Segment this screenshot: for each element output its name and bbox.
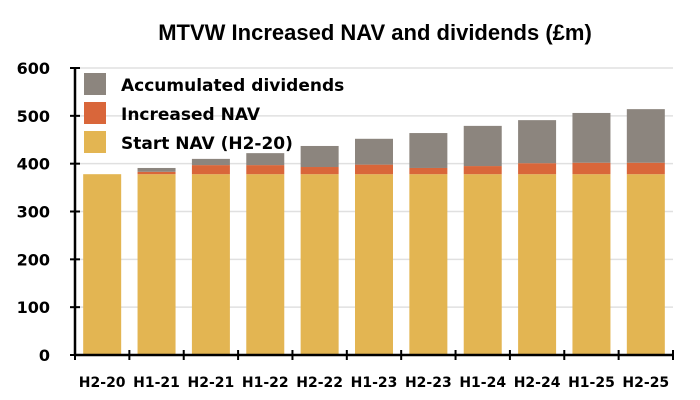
legend-swatch (84, 73, 106, 95)
legend-label: Start NAV (H2-20) (121, 134, 293, 154)
x-tick-label: H2-22 (296, 375, 343, 391)
x-axis-ticks: H2-20 H1-21 H2-21 H1-22 H2-22 H1-23 H2-23 H1-24… (74, 350, 674, 391)
bar-increased-nav-h2-23 (409, 167, 448, 175)
y-axis-ticks: 0 100 200 300 400 500 600 (17, 59, 80, 365)
y-tick-label: 200 (17, 250, 50, 269)
bar-increased-nav-h1-24 (463, 166, 502, 175)
x-tick-label: H1-25 (568, 375, 615, 391)
bar-increased-nav-h2-21 (191, 165, 230, 175)
chart-title: MTVW Increased NAV and dividends (£m) (158, 20, 592, 45)
bar-start-nav-h2-20-h2-21 (191, 174, 230, 355)
legend-swatch (84, 131, 106, 153)
y-tick-label: 400 (17, 155, 50, 174)
legend-swatch (84, 102, 106, 124)
x-tick-label: H1-24 (459, 375, 506, 391)
x-tick-label: H2-25 (622, 375, 669, 391)
bar-accumulated-dividends-h1-24 (463, 125, 502, 167)
bar-accumulated-dividends-h1-25 (572, 112, 611, 163)
legend: Accumulated dividends Increased NAV Start … (84, 73, 344, 154)
bar-accumulated-dividends-h1-22 (246, 153, 285, 166)
bar-increased-nav-h2-22 (300, 167, 339, 175)
bar-increased-nav-h2-24 (518, 163, 557, 175)
bar-start-nav-h2-20-h1-23 (355, 174, 393, 355)
legend-item: Accumulated dividends (84, 73, 344, 96)
legend-item: Start NAV (H2-20) (84, 131, 293, 154)
legend-item: Increased NAV (84, 102, 261, 125)
y-tick-label: 300 (17, 203, 50, 222)
bar-start-nav-h2-20-h2-22 (300, 174, 339, 355)
y-tick-label: 500 (17, 107, 50, 126)
bar-start-nav-h2-20-h1-25 (572, 174, 611, 355)
bar-start-nav-h2-20-h2-20 (83, 174, 122, 355)
x-tick-label: H2-21 (188, 375, 235, 391)
bar-start-nav-h2-20-h1-22 (246, 174, 285, 355)
bar-accumulated-dividends-h2-24 (518, 120, 557, 164)
x-tick-label: H1-23 (351, 375, 398, 391)
bars (83, 109, 665, 355)
bar-start-nav-h2-20-h2-24 (518, 174, 557, 355)
bar-increased-nav-h2-25 (626, 162, 665, 175)
bar-increased-nav-h1-21 (137, 171, 176, 175)
bar-accumulated-dividends-h2-21 (191, 158, 230, 166)
bar-increased-nav-h1-22 (246, 165, 285, 175)
bar-increased-nav-h1-25 (572, 162, 611, 175)
y-tick-label: 100 (17, 298, 50, 317)
x-tick-label: H1-21 (133, 375, 180, 391)
legend-label: Accumulated dividends (121, 76, 344, 96)
y-tick-label: 0 (39, 346, 50, 365)
bar-start-nav-h2-20-h1-21 (137, 174, 176, 355)
bar-start-nav-h2-20-h1-24 (463, 174, 502, 355)
x-tick-label: H1-22 (242, 375, 289, 391)
x-tick-label: H2-23 (405, 375, 452, 391)
bar-accumulated-dividends-h1-21 (137, 167, 176, 172)
bar-accumulated-dividends-h2-23 (409, 133, 448, 168)
bar-accumulated-dividends-h2-22 (300, 145, 339, 168)
x-tick-label: H2-24 (514, 375, 561, 391)
legend-label: Increased NAV (121, 105, 261, 125)
bar-accumulated-dividends-h1-23 (355, 138, 393, 165)
bar-accumulated-dividends-h2-25 (626, 109, 665, 163)
bar-start-nav-h2-20-h2-23 (409, 174, 448, 355)
y-tick-label: 600 (17, 59, 50, 78)
bar-start-nav-h2-20-h2-25 (626, 174, 665, 355)
bar-increased-nav-h1-23 (355, 164, 393, 175)
x-tick-label: H2-20 (79, 375, 126, 391)
